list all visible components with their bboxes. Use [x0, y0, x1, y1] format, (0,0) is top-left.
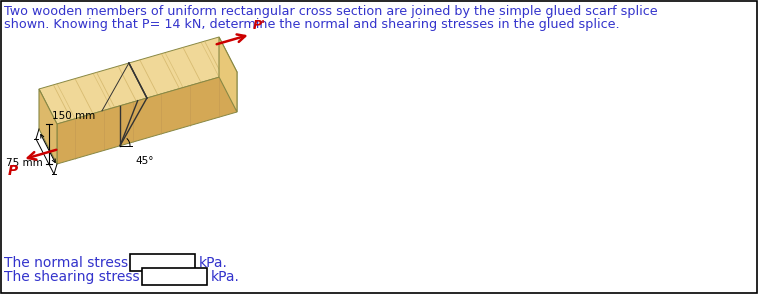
Polygon shape [39, 37, 237, 124]
Text: 45°: 45° [135, 156, 154, 166]
Text: The shearing stress is: The shearing stress is [4, 270, 155, 284]
Text: kPa.: kPa. [211, 270, 240, 284]
Text: 150 mm: 150 mm [52, 111, 96, 121]
Text: Two wooden members of uniform rectangular cross section are joined by the simple: Two wooden members of uniform rectangula… [4, 5, 658, 18]
Text: shown. Knowing that P= 14 kN, determine the normal and shearing stresses in the : shown. Knowing that P= 14 kN, determine … [4, 18, 619, 31]
Polygon shape [57, 72, 237, 164]
Text: The normal stress is: The normal stress is [4, 256, 143, 270]
Text: P': P' [252, 19, 265, 32]
Bar [142, 268, 207, 285]
Text: 75 mm: 75 mm [6, 158, 43, 168]
Text: kPa.: kPa. [199, 256, 228, 270]
Polygon shape [219, 37, 237, 112]
Polygon shape [39, 89, 57, 164]
Text: P: P [8, 163, 17, 178]
Bar [130, 254, 195, 271]
